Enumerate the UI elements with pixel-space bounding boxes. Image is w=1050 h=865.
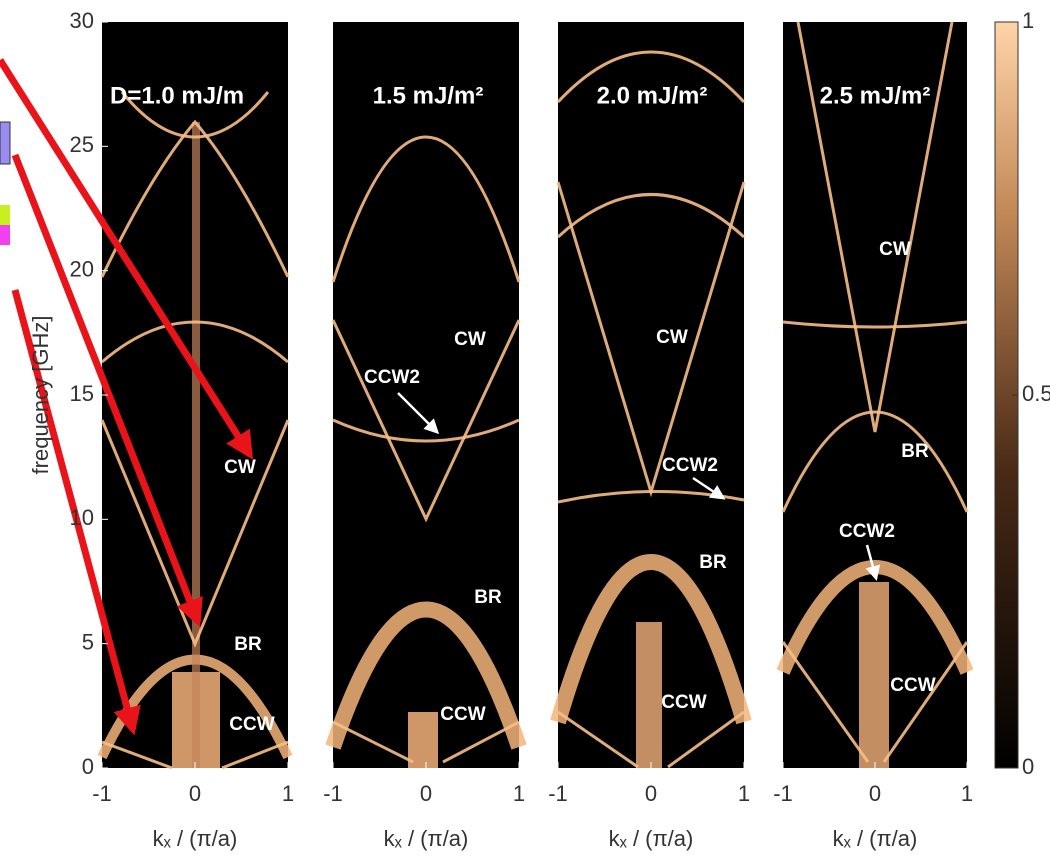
y-tick-label: 20	[70, 256, 94, 281]
x-axis-label: kₓ / (π/a)	[384, 826, 469, 851]
y-tick-label: 10	[70, 505, 94, 530]
panel-title: 2.0 mJ/m²	[597, 82, 708, 109]
y-tick-label: 0	[82, 754, 94, 779]
x-tick-label: 0	[420, 781, 432, 806]
figure: D=1.0 mJ/mCWBRCCW051015202530-101kₓ / (π…	[0, 0, 1050, 865]
y-axis-label: frequency [GHz]	[28, 316, 53, 475]
x-tick-label: -1	[548, 781, 568, 806]
x-tick-label: 1	[738, 781, 750, 806]
x-axis-label: kₓ / (π/a)	[833, 826, 918, 851]
colorbar-tick-label: 0	[1022, 754, 1034, 779]
colorbar-tick-label: 1	[1022, 8, 1034, 33]
x-tick-label: -1	[323, 781, 343, 806]
y-tick-label: 25	[70, 132, 94, 157]
y-tick-label: 15	[70, 381, 94, 406]
y-tick-label: 5	[82, 629, 94, 654]
panel-title: 2.5 mJ/m²	[820, 82, 931, 109]
panel-title: 1.5 mJ/m²	[373, 82, 484, 109]
x-tick-label: -1	[773, 781, 793, 806]
x-tick-label: -1	[92, 781, 112, 806]
colorbar-tick-label: 0.5	[1022, 381, 1050, 406]
x-tick-label: 0	[189, 781, 201, 806]
spectrum-1	[102, 22, 288, 768]
band-label: CCW	[440, 704, 485, 725]
cropped-legend	[0, 122, 10, 245]
band-label: CW	[454, 329, 486, 350]
band-label: CCW2	[839, 521, 895, 542]
spectrum-4	[783, 22, 967, 768]
band-label: CCW2	[662, 455, 718, 476]
band-label: CCW	[661, 692, 706, 713]
band-label: BR	[699, 552, 727, 573]
x-tick-label: 0	[869, 781, 881, 806]
band-label: CCW	[890, 675, 935, 696]
panel-title: D=1.0 mJ/m	[110, 82, 244, 109]
band-label: CCW2	[364, 367, 420, 388]
band-label: CW	[656, 327, 688, 348]
spectrum-2	[333, 22, 519, 768]
band-label: BR	[474, 587, 502, 608]
x-tick-label: 1	[282, 781, 294, 806]
x-axis-label: kₓ / (π/a)	[609, 826, 694, 851]
x-axis-label: kₓ / (π/a)	[153, 826, 238, 851]
x-tick-label: 0	[645, 781, 657, 806]
band-label: CCW	[229, 714, 274, 735]
band-label: CW	[224, 457, 256, 478]
band-label: BR	[234, 634, 262, 655]
x-tick-label: 1	[513, 781, 525, 806]
band-label: BR	[901, 441, 929, 462]
spectrum-3	[558, 22, 744, 768]
y-tick-label: 30	[70, 8, 94, 33]
band-label: CW	[879, 239, 911, 260]
x-tick-label: 1	[961, 781, 973, 806]
